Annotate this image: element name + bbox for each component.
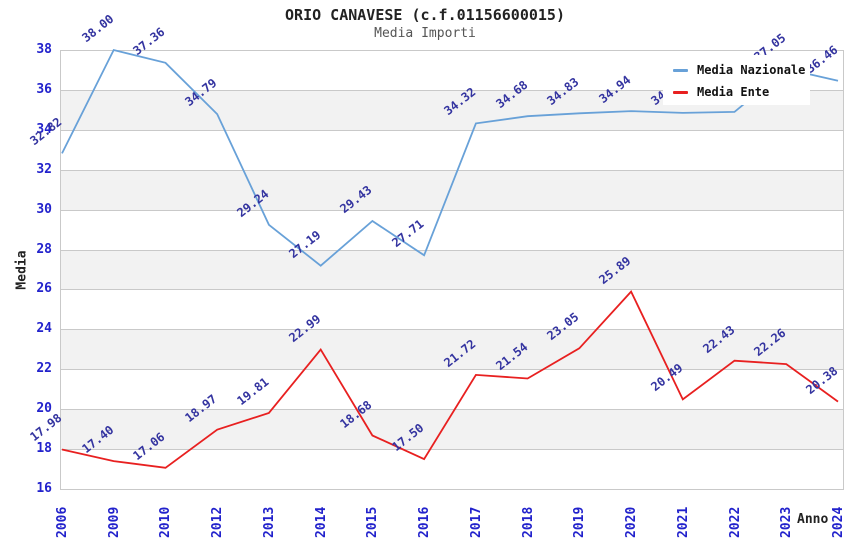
legend-label: Media Nazionale bbox=[697, 63, 806, 77]
y-tick-label: 36 bbox=[36, 81, 52, 97]
media-nazionale-line-swatch-icon bbox=[673, 68, 688, 72]
plot-band bbox=[60, 169, 843, 210]
chart-title: ORIO CANAVESE (c.f.01156600015) bbox=[285, 6, 565, 24]
gridline bbox=[60, 489, 843, 490]
x-axis-title: Anno bbox=[797, 512, 829, 527]
legend-item-media-ente[interactable]: Media Ente bbox=[663, 81, 810, 103]
gridline bbox=[60, 289, 843, 291]
legend: Media Nazionale Media Ente bbox=[663, 55, 810, 105]
plot-band bbox=[60, 129, 843, 170]
media-nazionale-line bbox=[61, 48, 839, 267]
plot-band bbox=[60, 329, 843, 370]
y-tick-label: 30 bbox=[36, 201, 52, 217]
y-tick-label: 20 bbox=[36, 401, 52, 417]
y-tick-label: 16 bbox=[36, 481, 52, 496]
plot-band bbox=[60, 249, 843, 290]
y-tick-label: 32 bbox=[36, 161, 52, 177]
y-tick-label: 28 bbox=[36, 241, 52, 257]
y-tick-label: 26 bbox=[36, 281, 52, 297]
gridline bbox=[60, 129, 843, 131]
plot-border-right bbox=[843, 50, 844, 490]
gridline bbox=[60, 89, 843, 91]
plot-band bbox=[60, 449, 843, 489]
chart-subtitle: Media Importi bbox=[374, 26, 476, 41]
plot-band bbox=[60, 289, 843, 330]
gridline bbox=[60, 329, 843, 331]
gridline bbox=[60, 409, 843, 411]
gridline bbox=[60, 50, 843, 51]
plot-band bbox=[60, 209, 843, 250]
y-tick-label: 34 bbox=[36, 121, 52, 137]
gridline bbox=[60, 449, 843, 451]
plot-border-left bbox=[60, 50, 61, 490]
y-tick-label: 18 bbox=[36, 441, 52, 457]
legend-item-media-nazionale[interactable]: Media Nazionale bbox=[663, 59, 810, 81]
media-ente-line bbox=[61, 290, 839, 469]
y-tick-label: 24 bbox=[36, 321, 52, 337]
gridline bbox=[60, 369, 843, 371]
y-tick-label: 22 bbox=[36, 361, 52, 377]
gridline bbox=[60, 209, 843, 211]
gridline bbox=[60, 169, 843, 171]
legend-label: Media Ente bbox=[697, 85, 770, 99]
media-ente-line-swatch-icon bbox=[673, 90, 688, 94]
y-tick-label: 38 bbox=[36, 42, 52, 57]
y-axis-title: Media bbox=[14, 250, 30, 290]
plot-band bbox=[60, 369, 843, 410]
gridline bbox=[60, 249, 843, 251]
